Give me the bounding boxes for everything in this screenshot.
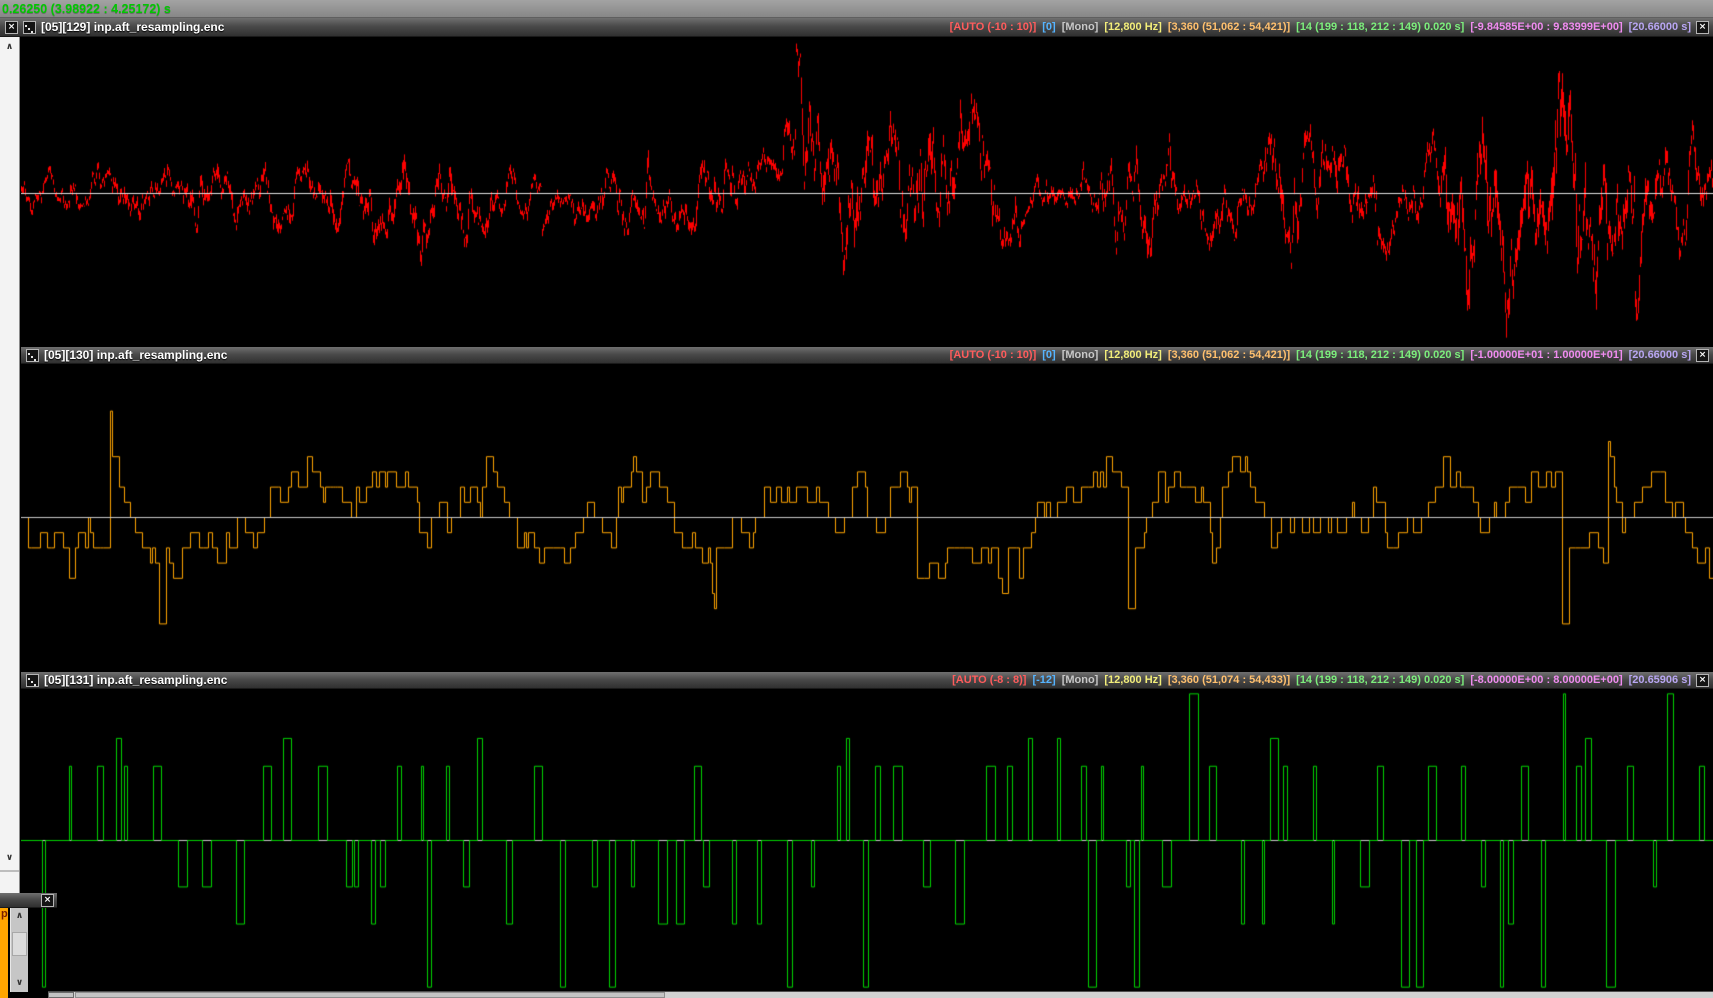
meta-duration: [20.65906 s] — [1628, 674, 1691, 686]
meta-scale-mode: [AUTO (-10 : 10)] — [949, 349, 1037, 361]
meta-scale-mode: [AUTO (-10 : 10)] — [949, 21, 1037, 33]
panel-title: [05][130] inp.aft_resampling.enc — [44, 348, 228, 362]
meta-value-range: [-1.00000E+01 : 1.00000E+01] — [1470, 349, 1623, 361]
scroll-down-icon[interactable]: ∨ — [5, 853, 14, 863]
mini-panel-accent-strip — [0, 908, 8, 998]
waveform-panel-131[interactable] — [21, 689, 1713, 990]
meta-value-range: [-9.84585E+00 : 9.83999E+00] — [1470, 21, 1623, 33]
waveform-canvas-130[interactable] — [21, 364, 1713, 672]
panel-title: [05][129] inp.aft_resampling.enc — [41, 20, 225, 34]
scrollbar-gutter — [0, 870, 19, 872]
close-icon[interactable]: × — [5, 20, 18, 34]
meta-frame-info: [14 (199 : 118, 212 : 149) 0.020 s] — [1296, 349, 1465, 361]
meta-offset: [0] — [1042, 349, 1056, 361]
meta-frame-info: [14 (199 : 118, 212 : 149) 0.020 s] — [1296, 674, 1465, 686]
meta-value-range: [-8.00000E+00 : 8.00000E+00] — [1470, 674, 1623, 686]
panel-header-130: [05][130] inp.aft_resampling.enc [AUTO (… — [21, 347, 1713, 364]
mini-panel-header: × — [0, 893, 57, 908]
panel-pattern-icon[interactable] — [26, 673, 39, 687]
meta-offset: [-12] — [1032, 674, 1056, 686]
meta-sample-rate: [12,800 Hz] — [1104, 349, 1162, 361]
meta-sample-window: [3,360 (51,062 : 54,421)] — [1167, 21, 1291, 33]
close-icon[interactable]: × — [1696, 673, 1709, 687]
meta-channel-mode: [Mono] — [1061, 21, 1099, 33]
panel-pattern-icon[interactable] — [26, 348, 39, 362]
vertical-scrollbar[interactable]: ∧ ∨ — [0, 37, 20, 893]
waveform-canvas-131[interactable] — [21, 689, 1713, 990]
scrollbar-thumb[interactable] — [75, 992, 665, 998]
status-bar: 0.26250 (3.98922 : 4.25172) s — [0, 0, 1713, 18]
waveform-canvas-129[interactable] — [21, 37, 1713, 347]
scrollbar-thumb[interactable] — [12, 932, 27, 956]
scroll-left-button[interactable] — [48, 992, 74, 998]
meta-duration: [20.66000 s] — [1628, 21, 1691, 33]
meta-channel-mode: [Mono] — [1061, 674, 1099, 686]
panel-meta: [AUTO (-8 : 8)] [-12] [Mono] [12,800 Hz] [3,… — [952, 674, 1691, 686]
scroll-down-icon[interactable]: ∨ — [15, 978, 24, 988]
meta-channel-mode: [Mono] — [1061, 349, 1099, 361]
close-icon[interactable]: × — [41, 893, 54, 907]
panel-meta: [AUTO (-10 : 10)] [0] [Mono] [12,800 Hz] [3,… — [950, 21, 1691, 33]
meta-frame-info: [14 (199 : 118, 212 : 149) 0.020 s] — [1296, 21, 1465, 33]
waveform-panel-130[interactable] — [21, 364, 1713, 672]
meta-duration: [20.66000 s] — [1628, 349, 1691, 361]
mini-vertical-scrollbar[interactable]: ∧ ∨ — [10, 908, 28, 992]
panel-pattern-icon[interactable] — [23, 20, 36, 34]
meta-sample-window: [3,360 (51,074 : 54,433)] — [1167, 674, 1291, 686]
panel-title: [05][131] inp.aft_resampling.enc — [44, 673, 228, 687]
horizontal-scrollbar[interactable] — [48, 991, 1713, 998]
meta-scale-mode: [AUTO (-8 : 8)] — [952, 674, 1027, 686]
panel-meta: [AUTO (-10 : 10)] [0] [Mono] [12,800 Hz] [3,… — [950, 349, 1691, 361]
scroll-up-icon[interactable]: ∧ — [5, 42, 14, 52]
scroll-up-icon[interactable]: ∧ — [15, 911, 24, 921]
meta-sample-rate: [12,800 Hz] — [1104, 21, 1162, 33]
close-icon[interactable]: × — [1696, 348, 1709, 362]
panel-header-131: [05][131] inp.aft_resampling.enc [AUTO (… — [21, 672, 1713, 689]
meta-sample-window: [3,360 (51,062 : 54,421)] — [1167, 349, 1291, 361]
meta-offset: [0] — [1042, 21, 1056, 33]
selection-time-readout: 0.26250 (3.98922 : 4.25172) s — [2, 1, 171, 16]
meta-sample-rate: [12,800 Hz] — [1104, 674, 1162, 686]
close-icon[interactable]: × — [1696, 20, 1709, 34]
waveform-panel-129[interactable] — [21, 37, 1713, 347]
panel-header-129: × [05][129] inp.aft_resampling.enc [AUTO… — [0, 18, 1713, 37]
mini-panel-label: p — [1, 908, 8, 920]
